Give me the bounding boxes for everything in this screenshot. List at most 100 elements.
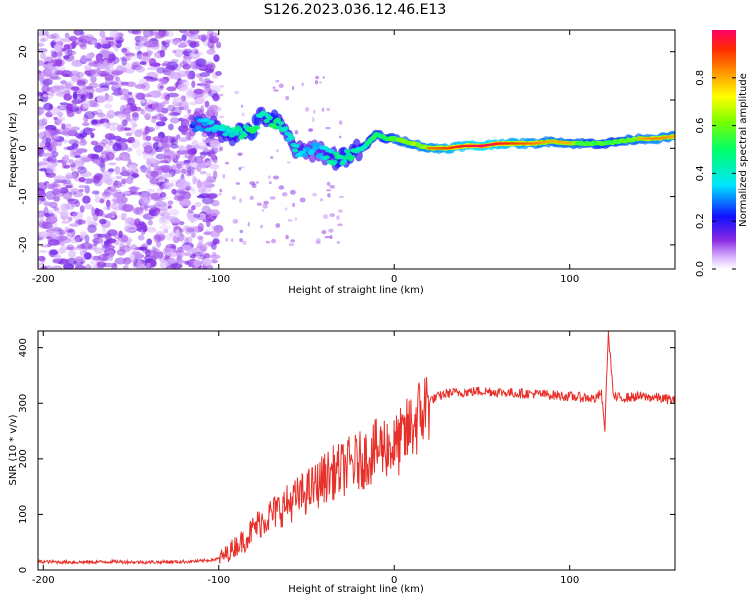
spectrogram-noise-cell [65,184,74,189]
spectrogram-noise-cell [104,94,114,103]
spectrogram-noise-cell [79,231,88,240]
spectrogram-noise-cell [211,199,220,207]
spectrogram-noise-cell [190,168,196,178]
y-tick-label: -10 [18,188,29,204]
spectrogram-noise-cell [119,170,131,177]
spectrogram-noise-cell [56,50,63,57]
spectrogram-noise-cell [142,56,151,62]
spectrogram-noise-cell [121,119,128,127]
spectrogram-ridge-cell [228,133,236,138]
spectrogram-noise-cell [41,152,53,157]
spectrogram-noise-cell [62,182,73,187]
spectrogram-noise-cell [240,104,244,108]
spectrogram-noise-cell [219,93,224,97]
spectrogram-noise-cell [185,92,198,99]
spectrogram-noise-cell [80,95,86,101]
spectrogram-noise-cell [188,42,200,48]
spectrogram-noise-cell [269,196,276,200]
spectrogram-noise-cell [166,232,173,241]
spectrogram-noise-cell [45,66,58,75]
spectrogram-noise-cell [110,262,115,266]
spectrogram-noise-cell [102,253,110,257]
spectrogram-noise-cell [197,235,204,240]
spectrogram-noise-cell [275,223,281,228]
spectrogram-ridge-cell [317,152,324,158]
spectrogram-noise-cell [49,145,57,153]
spectrogram-noise-cell [70,211,78,217]
spectrogram-noise-cell [86,128,96,132]
spectrogram-noise-cell [209,254,221,260]
spectrogram-noise-cell [213,54,220,62]
spectrogram-noise-cell [68,191,77,195]
spectrogram-noise-cell [162,70,172,75]
spectrogram-noise-cell [316,238,321,243]
colorbar-gradient [712,30,736,269]
spectrogram-noise-cell [255,181,260,184]
snr-x-label: Height of straight line (km) [288,584,424,595]
spectrogram-noise-cell [110,211,117,217]
spectrogram-noise-cell [108,81,119,85]
spectrogram-noise-cell [62,73,71,78]
x-tick-label: -200 [32,274,55,285]
spectrogram-noise-cell [63,154,70,161]
spectrogram-noise-cell [196,180,202,189]
spectrogram-noise-cell [91,119,102,125]
spectrogram-noise-cell [319,198,324,202]
spectrogram-noise-cell [104,232,110,241]
spectrogram-noise-cell [313,109,316,114]
spectrogram-noise-cell [159,192,167,198]
spectrogram-noise-cell [187,154,197,163]
spectrogram-noise-cell [261,209,265,212]
spectrogram-noise-cell [271,238,276,244]
spectrogram-noise-cell [86,58,93,62]
spectrogram-noise-cell [38,70,43,74]
spectrogram-ridge-cell [331,159,338,165]
spectrogram-noise-cell [187,109,192,114]
spectrogram-noise-cell [112,70,124,74]
spectrogram-noise-cell [72,150,77,156]
spectrogram-noise-cell [239,229,243,234]
colorbar: 0.0 0.2 0.4 0.6 0.8 Normalized spectral ampl… [695,30,749,277]
spectrogram-noise-cell [285,234,289,240]
spectrogram-noise-cell [72,211,84,221]
spectrogram-noise-cell [71,102,77,111]
spectrogram-noise-cell [85,92,94,99]
spectrogram-noise-cell [44,115,49,123]
spectrogram-noise-cell [315,75,320,80]
spectrogram-noise-cell [71,61,83,67]
figure-title: S126.2023.036.12.46.E13 [264,2,447,18]
spectrogram-noise-cell [74,256,84,263]
spectrogram-noise-cell [178,80,183,84]
spectrogram-noise-cell [239,238,244,243]
spectrogram-noise-cell [69,223,80,227]
spectrogram-noise-cell [263,200,269,205]
spectrogram-noise-cell [198,34,209,41]
spectrogram-noise-cell [68,249,76,259]
spectrogram-noise-cell [115,32,124,38]
spectrogram-noise-cell [67,198,79,205]
spectrogram-noise-cell [278,185,285,190]
spectrogram-noise-cell [52,231,61,240]
spectrogram-noise-cell [207,40,215,49]
spectrogram-noise-cell [146,226,157,233]
spectrogram-noise-cell [101,138,109,145]
spectrogram-noise-cell [125,177,132,182]
spectrogram-noise-cell [124,68,135,74]
spectrogram-y-ticks: -20 -10 0 10 20 [18,45,675,253]
spectrogram-noise-cell [125,132,133,137]
spectrogram-noise-cell [86,216,92,225]
spectrogram-noise-cell [57,159,65,163]
spectrogram-noise-cell [101,174,111,184]
spectrogram-noise-cell [79,205,85,213]
spectrogram-noise-cell [186,249,193,253]
spectrogram-noise-cell [65,174,75,180]
spectrogram-noise-cell [308,128,313,132]
spectrogram-noise-cell [139,99,146,104]
spectrogram-noise-cell [144,125,150,135]
spectrogram-noise-cell [107,168,115,173]
spectrogram-noise-cell [178,235,189,244]
spectrogram-noise-cell [46,62,54,69]
spectrogram-noise-cell [139,93,152,98]
y-tick-label: 10 [18,94,29,107]
spectrogram-noise-cell [196,242,203,249]
